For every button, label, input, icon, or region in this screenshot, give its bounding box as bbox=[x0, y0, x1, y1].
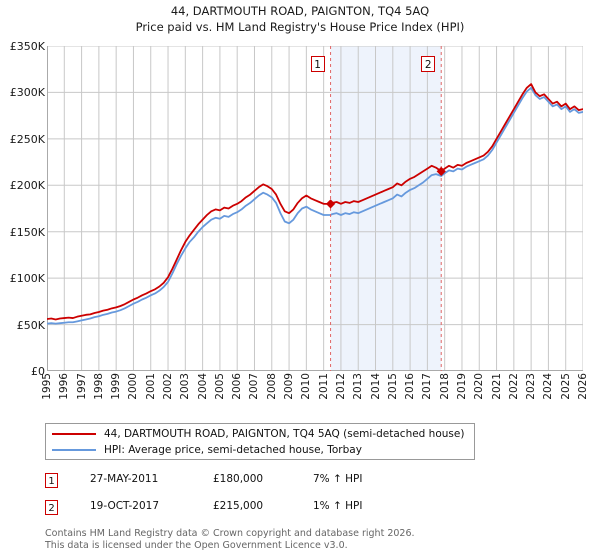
x-axis-tick-label: 2013 bbox=[352, 373, 365, 400]
x-axis-tick-label: 1998 bbox=[92, 373, 105, 400]
page-subtitle: Price paid vs. HM Land Registry's House … bbox=[135, 20, 465, 34]
legend-label-property: 44, DARTMOUTH ROAD, PAIGNTON, TQ4 5AQ (s… bbox=[104, 428, 465, 440]
x-axis-tick-label: 2007 bbox=[248, 373, 261, 400]
copyright-footer: Contains HM Land Registry data © Crown c… bbox=[45, 528, 585, 551]
x-axis-tick-label: 2003 bbox=[179, 373, 192, 400]
transaction-price: £180,000 bbox=[213, 473, 264, 485]
chart-legend: 44, DARTMOUTH ROAD, PAIGNTON, TQ4 5AQ (s… bbox=[45, 423, 475, 460]
x-axis-tick-label: 1997 bbox=[75, 373, 88, 400]
legend-swatch-property bbox=[52, 433, 96, 435]
x-axis-tick-label: 2021 bbox=[490, 373, 503, 400]
y-axis-tick-label: £100K bbox=[9, 272, 45, 286]
x-axis-tick-label: 1995 bbox=[41, 373, 53, 400]
x-axis-tick-label: 2018 bbox=[438, 373, 451, 400]
transaction-marker-1: 1 bbox=[45, 473, 58, 488]
x-axis-tick-label: 2020 bbox=[473, 373, 486, 400]
x-axis-tick-label: 2023 bbox=[525, 373, 538, 400]
x-axis-tick-label: 2010 bbox=[300, 373, 313, 400]
x-axis-tick-label: 2009 bbox=[283, 373, 296, 400]
transaction-hpi-delta: 1% ↑ HPI bbox=[313, 500, 363, 512]
x-axis: 1995 1996 1997 1998 1999 2000 2001 2002 2003 2004… bbox=[41, 373, 589, 417]
x-axis-tick-label: 2024 bbox=[542, 373, 555, 400]
transaction-hpi-delta: 7% ↑ HPI bbox=[313, 473, 363, 485]
x-axis-tick-label: 2019 bbox=[455, 373, 468, 400]
transaction-marker-2: 2 bbox=[45, 500, 58, 515]
footer-line-2: This data is licensed under the Open Gov… bbox=[45, 539, 348, 551]
y-axis-tick-label: £300K bbox=[9, 86, 45, 100]
x-axis-tick-label: 2017 bbox=[421, 373, 434, 400]
series-line-hpi bbox=[47, 86, 583, 325]
footer-line-1: Contains HM Land Registry data © Crown c… bbox=[45, 528, 415, 539]
legend-label-hpi: HPI: Average price, semi-detached house,… bbox=[104, 444, 362, 456]
x-axis-tick-label: 2011 bbox=[317, 373, 330, 400]
table-row[interactable]: 1 27-MAY-2011 £180,000 7% ↑ HPI bbox=[45, 470, 495, 497]
y-axis-tick-label: £50K bbox=[16, 318, 45, 332]
x-axis-tick-label: 2014 bbox=[369, 373, 382, 400]
x-axis-tick-label: 2001 bbox=[144, 373, 157, 400]
sale-point-marker-1 bbox=[325, 199, 336, 209]
y-axis-tick-label: £250K bbox=[9, 132, 45, 146]
legend-swatch-hpi bbox=[52, 449, 96, 451]
legend-item-hpi: HPI: Average price, semi-detached house,… bbox=[52, 442, 362, 458]
transaction-list: 1 27-MAY-2011 £180,000 7% ↑ HPI 2 19-OCT… bbox=[45, 470, 495, 524]
transaction-date: 27-MAY-2011 bbox=[90, 473, 159, 485]
x-axis-tick-label: 1999 bbox=[110, 373, 123, 400]
x-axis-tick-label: 2000 bbox=[127, 373, 140, 400]
price-index-line-chart bbox=[47, 46, 583, 371]
chart-marker-1[interactable]: 1 bbox=[310, 56, 325, 72]
chart-marker-2[interactable]: 2 bbox=[421, 56, 436, 72]
x-axis-tick-label: 2005 bbox=[213, 373, 226, 400]
ownership-span-band bbox=[330, 46, 442, 371]
x-axis-tick-label: 1996 bbox=[58, 373, 71, 400]
x-axis-tick-label: 2022 bbox=[507, 373, 520, 400]
x-axis-tick-label: 2015 bbox=[386, 373, 399, 400]
y-axis: £0 £50K £100K £150K £200K £250K £300K £350K bbox=[0, 40, 45, 378]
legend-item-property: 44, DARTMOUTH ROAD, PAIGNTON, TQ4 5AQ (s… bbox=[52, 426, 464, 442]
transaction-price: £215,000 bbox=[213, 500, 264, 512]
x-axis-tick-label: 2008 bbox=[265, 373, 278, 400]
series-line-property bbox=[47, 83, 583, 321]
y-axis-tick-label: £0 bbox=[31, 365, 45, 378]
x-axis-tick-label: 2006 bbox=[231, 373, 244, 400]
x-axis-tick-label: 2025 bbox=[559, 373, 572, 400]
table-row[interactable]: 2 19-OCT-2017 £215,000 1% ↑ HPI bbox=[45, 497, 495, 524]
x-axis-tick-label: 2016 bbox=[404, 373, 417, 400]
chart-title-block: 44, DARTMOUTH ROAD, PAIGNTON, TQ4 5AQ Pr… bbox=[0, 3, 600, 35]
sale-point-marker-2 bbox=[436, 166, 446, 176]
x-axis-tick-label: 2002 bbox=[162, 373, 175, 400]
x-axis-tick-label: 2026 bbox=[577, 373, 589, 400]
x-axis-tick-label: 2012 bbox=[334, 373, 347, 400]
y-axis-tick-label: £150K bbox=[9, 225, 45, 239]
transaction-date: 19-OCT-2017 bbox=[90, 500, 159, 512]
y-axis-tick-label: £350K bbox=[9, 40, 45, 53]
y-axis-tick-label: £200K bbox=[9, 179, 45, 193]
page-title: 44, DARTMOUTH ROAD, PAIGNTON, TQ4 5AQ bbox=[170, 4, 430, 18]
x-axis-tick-label: 2004 bbox=[196, 373, 209, 400]
